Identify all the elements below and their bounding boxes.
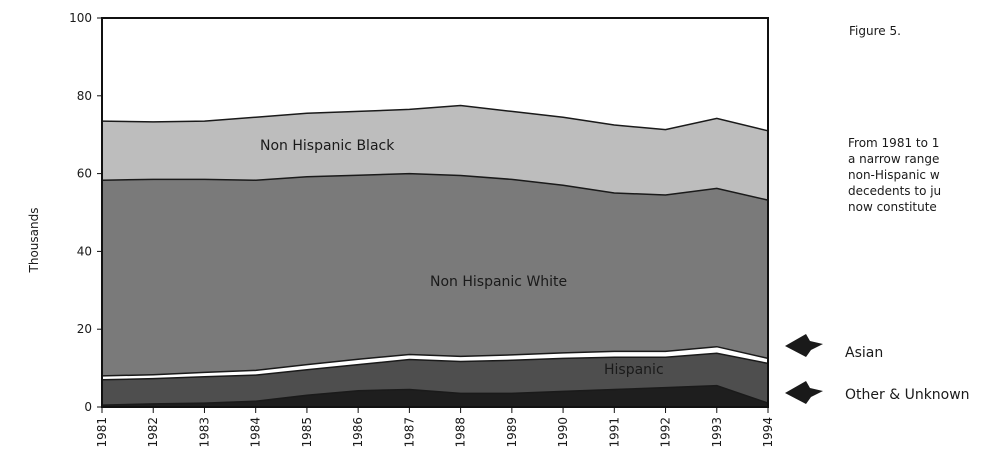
x-tick-label: 1993 bbox=[710, 417, 724, 448]
area-non-hispanic-white bbox=[102, 173, 768, 376]
figure-caption: From 1981 to 1 a narrow range non-Hispan… bbox=[848, 136, 942, 214]
series-boundary-lines bbox=[101, 104, 769, 406]
y-tick-label: 80 bbox=[77, 89, 92, 103]
plot-frame bbox=[101, 17, 769, 408]
line-other-unknown bbox=[101, 384, 769, 406]
x-tick-label: 1992 bbox=[659, 417, 673, 448]
annotation-asian: Asian bbox=[845, 345, 883, 361]
y-tick-label: 60 bbox=[77, 167, 92, 181]
x-tick-label: 1983 bbox=[197, 417, 211, 448]
x-tick-label: 1982 bbox=[146, 417, 160, 448]
y-tick-label: 100 bbox=[69, 11, 92, 25]
label-hispanic: Hispanic bbox=[604, 362, 664, 378]
y-axis-label: Thousands bbox=[27, 208, 41, 274]
x-tick-label: 1989 bbox=[505, 417, 519, 448]
y-tick-label: 0 bbox=[84, 400, 92, 414]
area-hispanic bbox=[102, 353, 768, 406]
x-tick-label: 1988 bbox=[454, 417, 468, 448]
area-other-unknown bbox=[102, 385, 768, 407]
x-tick-label: 1981 bbox=[95, 417, 109, 448]
x-tick-label: 1987 bbox=[402, 417, 416, 448]
x-tick-label: 1985 bbox=[300, 417, 314, 448]
figure-title: Figure 5. bbox=[849, 24, 901, 38]
line-hispanic bbox=[101, 352, 769, 381]
area-layers bbox=[102, 105, 768, 407]
line-asian bbox=[101, 345, 769, 377]
other-unknown-arrow-icon bbox=[785, 381, 823, 404]
line-non-hispanic-black bbox=[101, 104, 769, 132]
label-non-hispanic-white: Non Hispanic White bbox=[430, 274, 567, 290]
y-tick-label: 20 bbox=[77, 322, 92, 336]
area-non-hispanic-black bbox=[102, 105, 768, 201]
y-tick-label: 40 bbox=[77, 244, 92, 258]
annotation-other-unknown: Other & Unknown bbox=[845, 387, 970, 403]
area-asian bbox=[102, 346, 768, 380]
x-tick-label: 1990 bbox=[556, 417, 570, 448]
x-tick-label: 1991 bbox=[607, 417, 621, 448]
label-non-hispanic-black: Non Hispanic Black bbox=[260, 138, 395, 154]
x-axis: 1981 1982 1983 1984 1985 1986 1987 1988 1989 1990… bbox=[95, 407, 775, 448]
x-tick-label: 1984 bbox=[249, 417, 263, 448]
x-tick-label: 1994 bbox=[761, 417, 775, 448]
x-tick-label: 1986 bbox=[351, 417, 365, 448]
asian-arrow-icon bbox=[785, 334, 823, 357]
line-non-hispanic-white bbox=[101, 172, 769, 201]
y-axis: 0 20 40 60 80 100 bbox=[69, 11, 102, 414]
